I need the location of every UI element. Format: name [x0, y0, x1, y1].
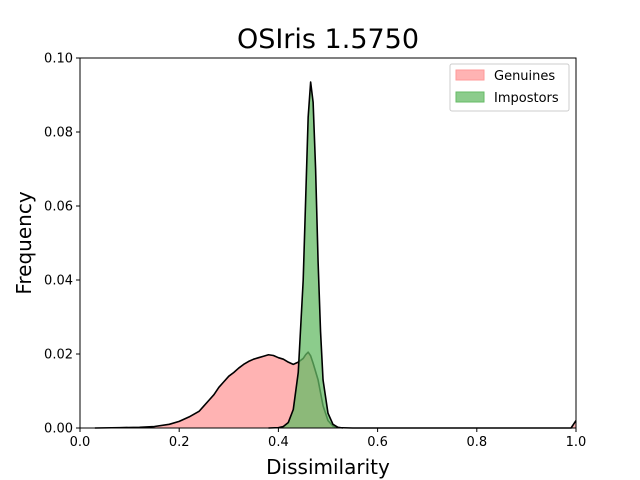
x-tick-label: 1.0 [566, 435, 587, 450]
x-tick-label: 0.0 [70, 435, 91, 450]
y-tick-label: 0.08 [44, 126, 73, 141]
legend-swatch-impostors [455, 91, 485, 103]
y-tick-label: 0.10 [44, 52, 73, 67]
area-genuines [94, 352, 576, 428]
y-tick-label: 0.04 [44, 274, 73, 289]
area-impostors [268, 82, 343, 429]
x-tick-label: 0.2 [169, 435, 190, 450]
legend-label-genuines: Genuines [494, 69, 555, 84]
x-tick-label: 0.4 [268, 435, 289, 450]
plot-frame [79, 57, 577, 429]
y-axis-ticks: 0.00 0.02 0.04 0.06 0.08 0.10 [44, 52, 80, 437]
line-impostors [268, 81, 343, 429]
y-tick-label: 0.02 [44, 348, 73, 363]
x-axis-ticks: 0.0 0.2 0.4 0.6 0.8 1.0 [70, 428, 587, 450]
plot-areas [94, 81, 577, 429]
y-axis-label: Frequency [12, 191, 36, 294]
chart-title: OSIris 1.5750 [237, 24, 419, 55]
line-genuines [94, 351, 577, 429]
x-axis-label: Dissimilarity [266, 455, 390, 479]
x-tick-label: 0.6 [367, 435, 388, 450]
legend-label-impostors: Impostors [494, 91, 559, 106]
y-tick-label: 0.06 [44, 200, 73, 215]
legend-swatch-genuines [455, 69, 485, 81]
legend: Genuines Impostors [449, 63, 570, 112]
y-tick-label: 0.00 [44, 422, 73, 437]
x-tick-label: 0.8 [466, 435, 487, 450]
